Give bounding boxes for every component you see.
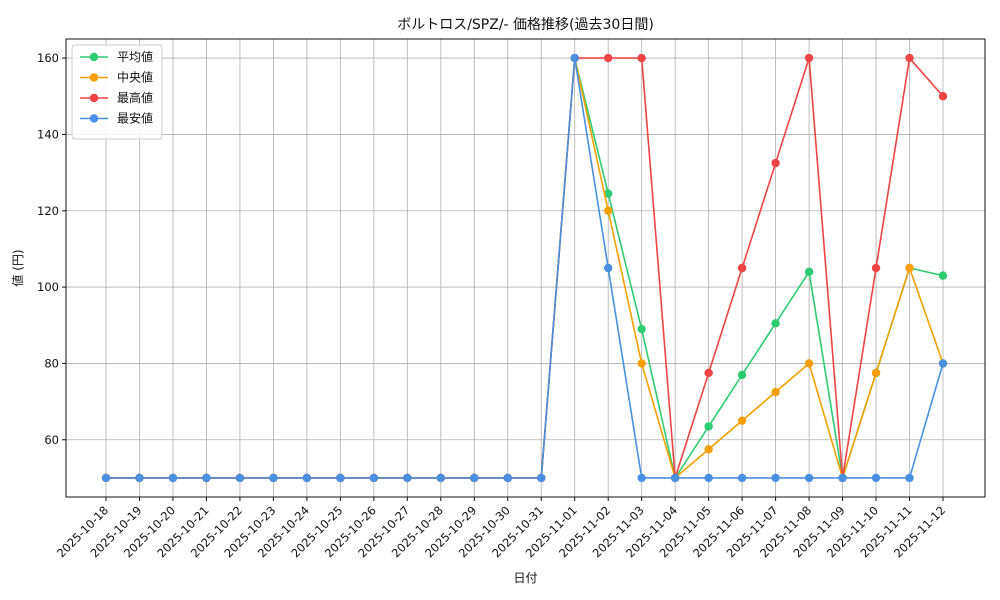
data-point <box>302 473 312 483</box>
data-point <box>604 189 613 198</box>
data-point <box>604 53 613 63</box>
data-point <box>537 473 546 483</box>
data-point <box>871 368 881 378</box>
x-axis-title: 日付 <box>513 571 537 585</box>
legend-marker <box>89 73 99 82</box>
data-point <box>905 53 914 63</box>
legend-label: 中央値 <box>117 70 153 85</box>
data-point <box>235 473 245 483</box>
data-point <box>771 473 780 483</box>
data-point <box>670 473 680 483</box>
data-point <box>804 267 814 277</box>
data-point <box>436 473 445 483</box>
data-point <box>704 473 713 483</box>
data-point <box>637 324 646 334</box>
legend-label: 平均値 <box>117 49 153 64</box>
series-4 <box>101 53 948 483</box>
legend-marker <box>89 93 99 103</box>
data-point <box>804 359 814 368</box>
data-point <box>737 263 747 273</box>
data-point <box>604 263 613 273</box>
data-point <box>905 263 914 273</box>
data-point <box>704 368 713 378</box>
data-point <box>771 319 780 328</box>
data-point <box>804 53 814 63</box>
y-tick-label: 100 <box>37 280 59 294</box>
plot-frame <box>65 38 986 498</box>
data-point <box>704 445 713 454</box>
series-group <box>101 53 948 483</box>
legend-marker <box>89 52 99 62</box>
data-point <box>771 158 780 168</box>
data-point <box>637 473 646 483</box>
data-point <box>771 387 780 397</box>
data-point <box>905 473 914 483</box>
series-line <box>106 57 944 479</box>
data-point <box>938 271 948 280</box>
y-tick-label: 80 <box>44 356 59 370</box>
y-axis-title: 値 (円) <box>10 249 25 286</box>
data-point <box>737 416 747 425</box>
data-point <box>269 473 278 483</box>
data-point <box>403 473 412 483</box>
data-point <box>202 473 211 483</box>
data-point <box>737 370 747 380</box>
data-point <box>369 473 379 483</box>
data-point <box>503 473 512 483</box>
data-point <box>637 53 646 63</box>
data-point <box>871 473 881 483</box>
y-tick-label: 140 <box>37 127 59 141</box>
data-point <box>737 473 747 483</box>
data-point <box>604 206 613 215</box>
data-point <box>135 473 144 483</box>
data-point <box>570 53 579 63</box>
legend-marker <box>89 114 99 123</box>
legend-label: 最高値 <box>117 90 153 105</box>
y-tick-label: 120 <box>37 204 59 218</box>
data-point <box>938 359 948 368</box>
data-point <box>336 473 345 483</box>
data-point <box>704 422 713 431</box>
data-point <box>804 473 814 483</box>
data-point <box>938 92 948 101</box>
y-tick-label: 160 <box>37 51 59 65</box>
chart-title: ボルトロス/SPZ/- 価格推移(過去30日間) <box>397 17 654 33</box>
data-point <box>470 473 479 483</box>
data-point <box>101 473 111 483</box>
legend-label: 最安値 <box>117 111 153 126</box>
y-tick-label: 60 <box>44 433 59 447</box>
data-point <box>637 359 646 368</box>
data-point <box>168 473 178 483</box>
data-point <box>838 473 847 483</box>
data-point <box>871 263 881 273</box>
